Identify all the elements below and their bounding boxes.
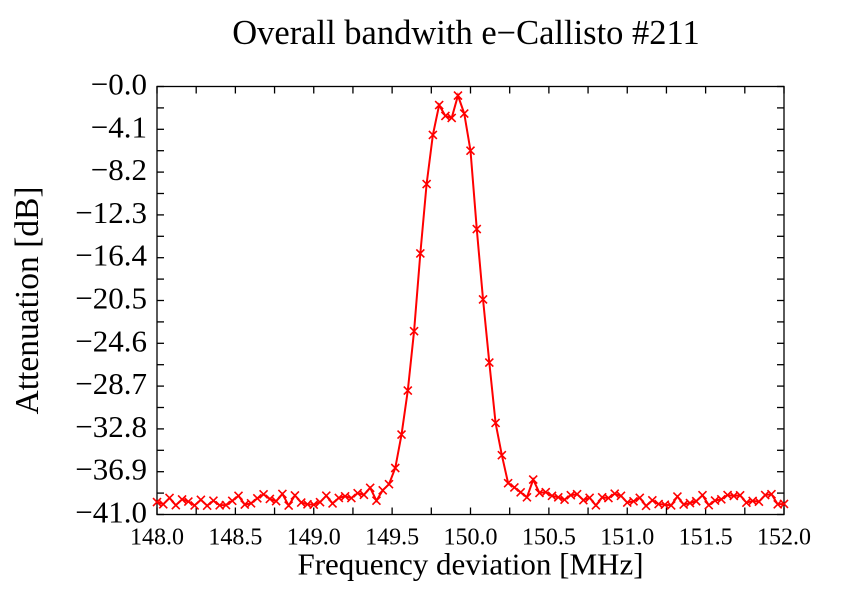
svg-text:−36.9: −36.9 [75,452,147,487]
svg-text:Overall bandwith e−Callisto #2: Overall bandwith e−Callisto #211 [232,14,700,52]
svg-text:152.0: 152.0 [757,525,811,551]
svg-text:−16.4: −16.4 [75,238,147,273]
svg-text:−41.0: −41.0 [75,495,147,530]
svg-text:−12.3: −12.3 [75,195,147,230]
svg-text:−28.7: −28.7 [75,366,147,401]
svg-text:148.5: 148.5 [208,525,262,551]
svg-text:−20.5: −20.5 [75,281,147,316]
svg-text:Frequency deviation [MHz]: Frequency deviation [MHz] [297,547,643,582]
svg-text:Attenuation [dB]: Attenuation [dB] [9,187,46,415]
svg-text:−4.1: −4.1 [91,109,147,144]
svg-text:−8.2: −8.2 [91,152,147,187]
svg-text:151.5: 151.5 [679,525,733,551]
svg-text:−32.8: −32.8 [75,409,147,444]
svg-text:−0.0: −0.0 [91,67,147,102]
svg-text:−24.6: −24.6 [75,323,147,358]
